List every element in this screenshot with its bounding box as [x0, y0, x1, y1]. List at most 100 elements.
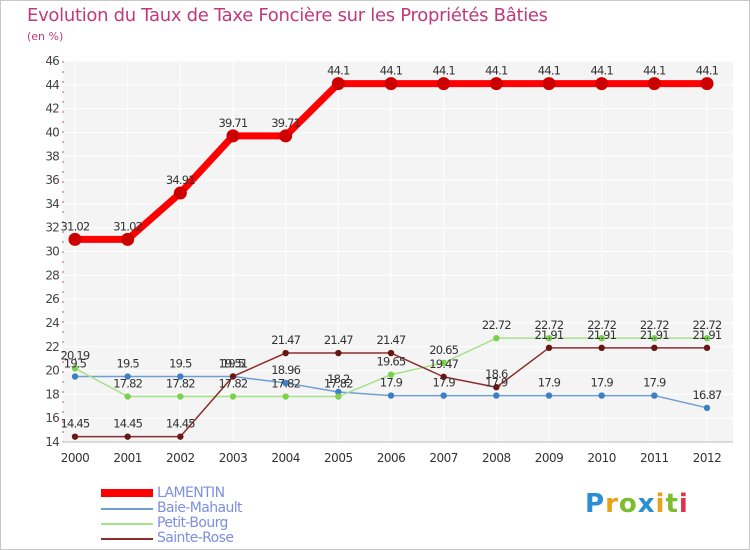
data-label: 22.72 — [587, 318, 616, 332]
data-label: 44.1 — [485, 64, 508, 78]
data-label: 20.19 — [61, 348, 90, 362]
data-point — [71, 373, 79, 380]
logo-letter: P — [585, 489, 606, 519]
data-label: 19.5 — [222, 357, 245, 371]
data-label: 39.71 — [271, 116, 300, 130]
data-label: 19.5 — [64, 357, 87, 371]
logo-letter: x — [637, 489, 656, 519]
x-tick-label: 2010 — [587, 451, 616, 465]
data-label: 44.1 — [538, 64, 561, 78]
data-label: 19.5 — [116, 357, 139, 371]
y-axis-unit: (en %) — [27, 30, 64, 43]
data-point — [177, 433, 184, 440]
data-point — [651, 344, 658, 352]
data-point — [598, 344, 605, 352]
legend-swatch — [101, 523, 153, 525]
data-label: 17.82 — [219, 377, 248, 391]
x-tick-label: 2008 — [482, 451, 511, 465]
data-point — [437, 77, 451, 91]
data-point — [545, 344, 553, 352]
data-point — [121, 232, 135, 246]
data-label: 22.72 — [640, 318, 669, 332]
data-label: 31.02 — [113, 219, 142, 233]
data-point — [124, 393, 131, 400]
y-tick-label: 46 — [45, 54, 59, 68]
legend-swatch — [101, 538, 153, 540]
data-label: 34.91 — [166, 173, 195, 187]
data-point — [647, 77, 661, 91]
x-tick-label: 2005 — [324, 451, 353, 465]
data-label: 19.65 — [377, 355, 406, 369]
data-point — [595, 77, 609, 91]
data-point — [651, 334, 658, 342]
legend-label: Petit-Bourg — [157, 515, 228, 531]
data-point — [68, 232, 82, 246]
data-label: 17.9 — [380, 376, 403, 390]
data-point — [177, 393, 184, 400]
data-point — [703, 334, 711, 342]
y-tick-label: 42 — [45, 102, 59, 116]
data-label: 39.71 — [219, 116, 248, 130]
data-label: 22.72 — [482, 318, 511, 332]
data-label: 18.6 — [485, 367, 508, 381]
data-point — [440, 373, 447, 381]
y-tick-label: 16 — [45, 411, 59, 425]
y-tick-label: 14 — [45, 435, 59, 449]
data-point — [282, 379, 289, 387]
data-point — [545, 392, 553, 399]
data-label: 17.82 — [271, 377, 300, 391]
data-point — [173, 186, 187, 200]
data-point — [71, 365, 79, 372]
x-tick-label: 2011 — [640, 451, 669, 465]
data-point — [331, 77, 345, 91]
data-point — [651, 392, 658, 399]
data-point — [545, 334, 553, 342]
y-tick-label: 34 — [45, 197, 59, 211]
logo-letter: i — [678, 489, 689, 519]
y-tick-label: 36 — [45, 173, 59, 187]
data-point — [493, 392, 500, 399]
data-point — [282, 349, 289, 357]
data-point — [387, 392, 395, 399]
logo-letter: o — [618, 489, 638, 519]
data-label: 21.91 — [640, 328, 669, 342]
data-label: 22.72 — [535, 318, 564, 332]
y-tick-label: 32 — [45, 221, 59, 235]
y-tick-label: 40 — [45, 125, 59, 139]
data-point — [335, 393, 342, 400]
legend-label: LAMENTIN — [157, 485, 225, 501]
data-label: 14.45 — [166, 417, 195, 431]
data-label: 19.47 — [429, 357, 458, 371]
x-tick-label: 2009 — [535, 451, 564, 465]
legend-swatch — [101, 489, 153, 497]
data-point — [489, 77, 503, 91]
x-tick-label: 2004 — [271, 451, 300, 465]
x-tick-label: 2000 — [61, 451, 90, 465]
data-point — [703, 404, 711, 412]
data-label: 44.1 — [380, 64, 403, 78]
y-tick-label: 18 — [45, 387, 59, 401]
data-point — [700, 77, 714, 91]
data-point — [124, 433, 131, 440]
data-label: 44.1 — [432, 64, 455, 78]
data-point — [493, 334, 500, 342]
data-label: 21.91 — [693, 328, 722, 342]
data-label: 21.91 — [535, 328, 564, 342]
y-tick-label: 26 — [45, 292, 59, 306]
data-label: 17.9 — [485, 376, 508, 390]
legend-label: Baie-Mahault — [157, 500, 243, 516]
data-label: 18.96 — [271, 363, 300, 377]
chart-title: Evolution du Taux de Taxe Foncière sur l… — [27, 5, 548, 26]
legend-label: Sainte-Rose — [157, 530, 234, 546]
data-point — [703, 344, 711, 352]
data-point — [335, 349, 342, 357]
data-label: 20.65 — [429, 343, 458, 357]
data-label: 21.47 — [377, 333, 406, 347]
data-label: 17.82 — [324, 377, 353, 391]
y-tick-label: 30 — [45, 245, 59, 259]
y-tick-label: 24 — [45, 316, 59, 330]
proxiti-logo: Proxiti — [585, 489, 689, 519]
data-label: 44.1 — [327, 64, 350, 78]
